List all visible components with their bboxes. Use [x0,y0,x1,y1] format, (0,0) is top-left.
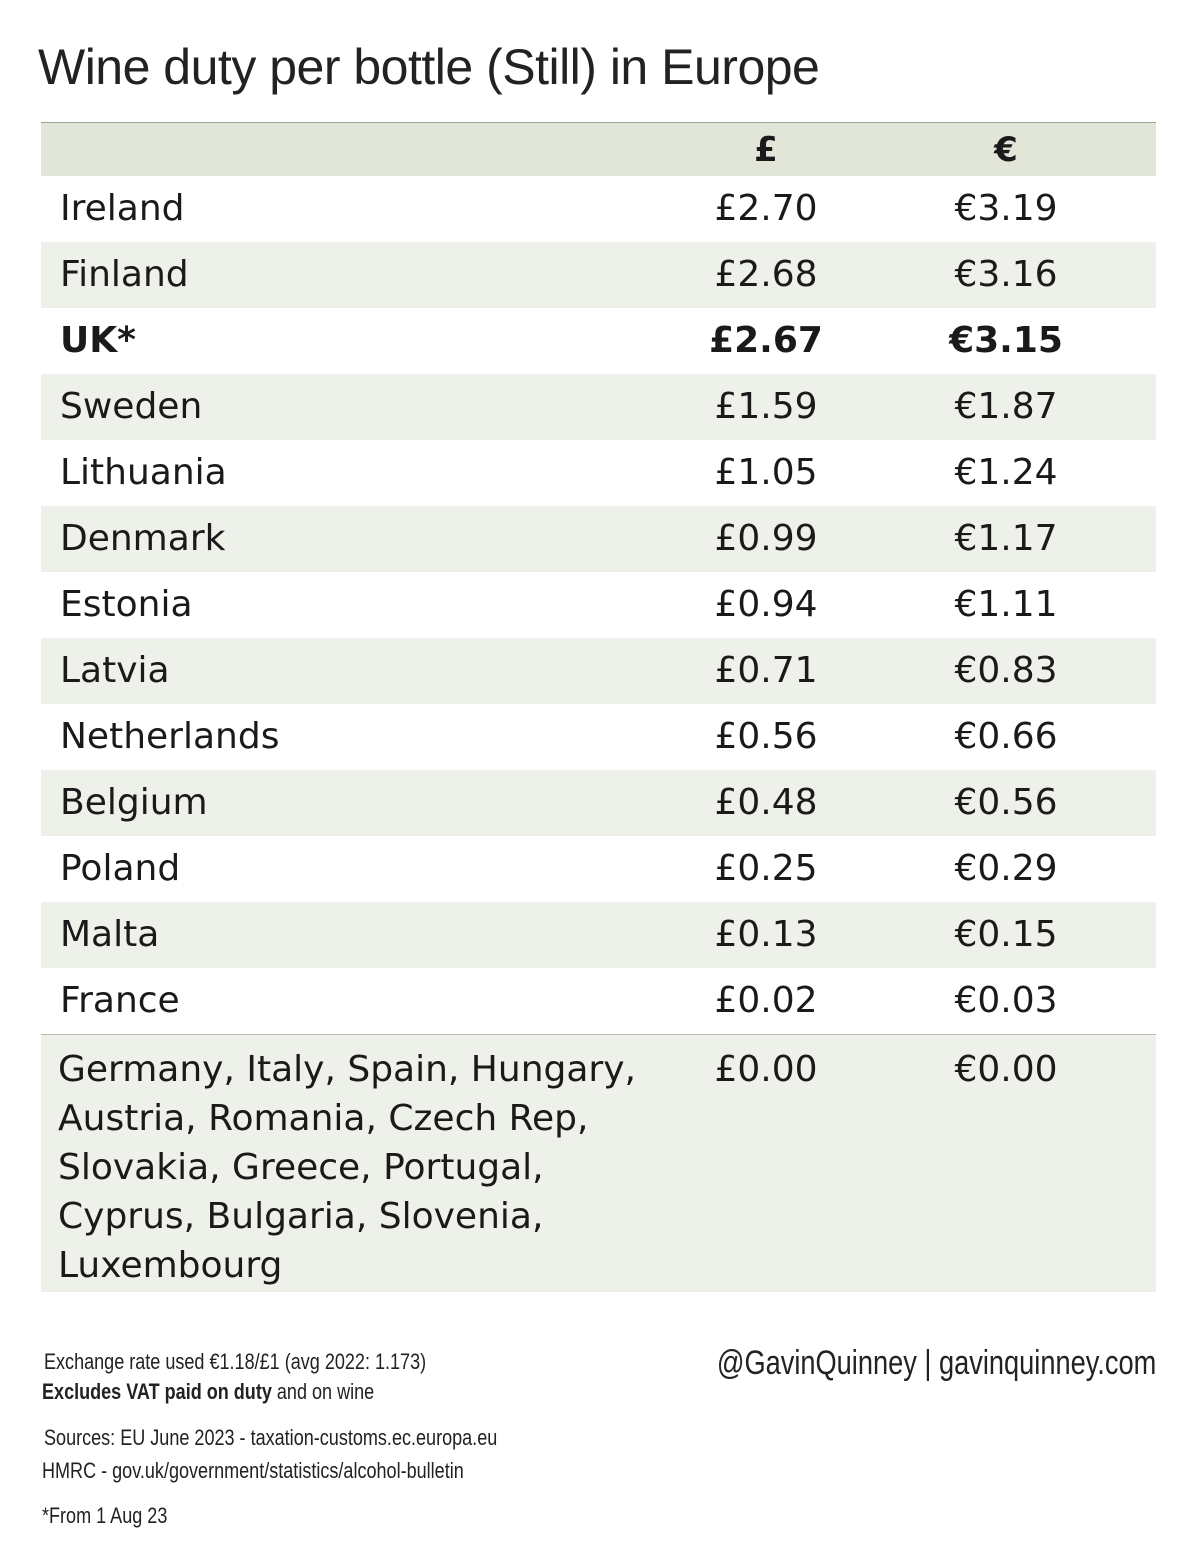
country-name: Latvia [60,650,170,691]
eur-value: €3.19 [954,188,1058,229]
table-row: Lithuania £1.05 €1.24 [41,440,1156,506]
country-name: Netherlands [60,716,280,757]
eur-value: €0.66 [954,716,1058,757]
table-row: France £0.02 €0.03 [41,968,1156,1034]
country-line: Slovakia, Greece, Portugal, [58,1147,544,1188]
eur-value: €3.16 [954,254,1058,295]
uk-footnote: *From 1 Aug 23 [42,1503,168,1528]
table-row: Belgium £0.48 €0.56 [41,770,1156,836]
eur-value: €3.15 [949,320,1063,361]
table-row: Latvia £0.71 €0.83 [41,638,1156,704]
table-row-zero-duty: Germany, Italy, Spain, Hungary, Austria,… [41,1034,1156,1292]
gbp-value: £0.71 [714,650,818,691]
table-row: UK* £2.67 €3.15 [41,308,1156,374]
table-row: Malta £0.13 €0.15 [41,902,1156,968]
vat-note: Excludes VAT paid on duty and on wine [42,1379,374,1405]
header-eur: € [994,130,1018,170]
table-row: Estonia £0.94 €1.11 [41,572,1156,638]
gbp-value: £2.68 [714,254,818,295]
gbp-value: £0.25 [714,848,818,889]
gbp-value: £0.00 [714,1049,818,1090]
country-line: Germany, Italy, Spain, Hungary, [58,1049,636,1090]
zero-duty-countries: Germany, Italy, Spain, Hungary, Austria,… [58,1045,658,1290]
eur-value: €0.00 [954,1049,1058,1090]
gbp-value: £0.13 [714,914,818,955]
eur-value: €1.24 [954,452,1058,493]
gbp-value: £0.02 [714,980,818,1021]
gbp-value: £0.56 [714,716,818,757]
duty-table: £ € Ireland £2.70 €3.19 Finland £2.68 €3.16 UK… [41,122,1156,1292]
country-name: UK* [60,320,136,361]
table-row: Denmark £0.99 €1.17 [41,506,1156,572]
gbp-value: £0.94 [714,584,818,625]
table-row: Finland £2.68 €3.16 [41,242,1156,308]
country-name: Poland [60,848,181,889]
sources-hmrc: HMRC - gov.uk/government/statistics/alco… [42,1458,464,1483]
country-name: Denmark [60,518,226,559]
page-title: Wine duty per bottle (Still) in Europe [38,39,820,95]
table-header: £ € [41,123,1156,176]
country-name: Malta [60,914,160,955]
exchange-note: Exchange rate used €1.18/£1 (avg 2022: 1… [44,1349,427,1374]
eur-value: €1.17 [954,518,1058,559]
country-name: Ireland [60,188,185,229]
country-name: Finland [60,254,189,295]
eur-value: €0.83 [954,650,1058,691]
gbp-value: £2.67 [709,320,823,361]
eur-value: €0.03 [954,980,1058,1021]
vat-note-bold: Excludes VAT paid on duty [42,1379,272,1404]
eur-value: €1.11 [954,584,1058,625]
eur-value: €0.15 [954,914,1058,955]
country-name: Belgium [60,782,208,823]
eur-value: €0.29 [954,848,1058,889]
table-row: Sweden £1.59 €1.87 [41,374,1156,440]
vat-note-rest: and on wine [271,1379,375,1404]
table-row: Ireland £2.70 €3.19 [41,176,1156,242]
gbp-value: £0.48 [714,782,818,823]
country-name: France [60,980,180,1021]
country-name: Lithuania [60,452,227,493]
table-row: Poland £0.25 €0.29 [41,836,1156,902]
country-line: Austria, Romania, Czech Rep, [58,1098,589,1139]
country-name: Sweden [60,386,203,427]
gbp-value: £2.70 [714,188,818,229]
eur-value: €0.56 [954,782,1058,823]
country-line: Luxembourg [58,1245,283,1286]
gbp-value: £1.05 [714,452,818,493]
country-name: Estonia [60,584,193,625]
table-row: Netherlands £0.56 €0.66 [41,704,1156,770]
country-line: Cyprus, Bulgaria, Slovenia, [58,1196,544,1237]
gbp-value: £0.99 [714,518,818,559]
sources-eu: Sources: EU June 2023 - taxation-customs… [44,1425,498,1450]
credit: @GavinQuinney | gavinquinney.com [716,1344,1156,1382]
eur-value: €1.87 [954,386,1058,427]
gbp-value: £1.59 [714,386,818,427]
header-gbp: £ [754,130,778,170]
